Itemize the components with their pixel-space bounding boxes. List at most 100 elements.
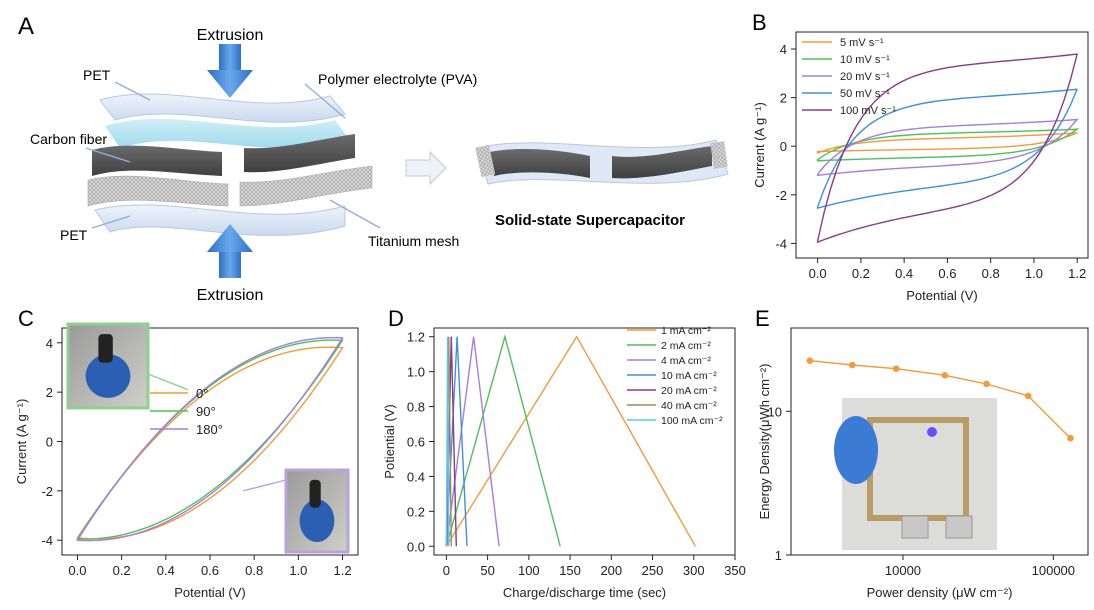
legend-label-d-4: 20 mA cm⁻² — [661, 385, 717, 397]
extrusion-label-top: Extrusion — [197, 27, 264, 44]
x-tick-label: 0.6 — [201, 563, 219, 578]
y-axis-label: Energy Density(μWh cm⁻²) — [757, 364, 772, 520]
pet-film-bottom — [94, 204, 346, 236]
legend-label-c-0: 0° — [196, 386, 208, 401]
y-tick-label: 1.2 — [407, 330, 425, 345]
ragone-point — [806, 357, 814, 365]
photo-inset-top-clip — [98, 334, 113, 363]
carbon-fiber-left — [92, 145, 222, 176]
x-axis-label: Power density (μW cm⁻²) — [867, 585, 1013, 600]
cv-curve-b-2 — [816, 118, 1079, 177]
x-axis-label: Potential (V) — [174, 585, 246, 600]
process-arrow-icon — [405, 150, 447, 186]
pet-film-top — [99, 93, 346, 123]
plot-frame — [790, 327, 1089, 556]
x-tick-label: 1.2 — [333, 563, 351, 578]
legend-label-b-0: 5 mV s⁻¹ — [840, 37, 884, 49]
photo-callout-bottom — [242, 479, 287, 492]
y-tick-label: 0 — [780, 139, 787, 154]
extrusion-arrow-bottom-icon — [207, 224, 253, 278]
x-tick-label: 0.6 — [938, 266, 956, 281]
legend-label-d-6: 100 mA cm⁻² — [661, 415, 723, 427]
cv-curve-b-3 — [816, 88, 1078, 210]
legend-label-b-4: 100 mV s⁻¹ — [840, 105, 896, 117]
x-tick-label: 1.0 — [289, 563, 307, 578]
extrusion-arrow-top-icon — [207, 44, 253, 98]
callout-lines — [85, 81, 381, 229]
photo-inset-bottom-glove — [299, 499, 335, 543]
chart-c: 0.0 0.2 0.4 0.6 0.8 1.0 1.2 -4 -2 0 2 4 Potential (V… — [14, 322, 359, 600]
y-tick-label: 10 — [768, 404, 782, 419]
photo-electrode-2 — [945, 515, 973, 539]
panel-letter-a: A — [18, 13, 34, 40]
y-tick-label: 0.2 — [407, 504, 425, 519]
x-tick-label: 350 — [724, 563, 746, 578]
chart-d: 0 50 100 150 200 250 300 350 0.0 0.2 0.4 0.6 0.8 1.0 1… — [382, 325, 746, 600]
ragone-point — [1067, 434, 1074, 442]
legend-label-d-1: 2 mA cm⁻² — [661, 340, 711, 352]
extrusion-label-bottom: Extrusion — [197, 287, 264, 304]
chart-e: 10000 100000 1 10 Power density (μW cm⁻²) Ene… — [757, 327, 1089, 600]
photo-inset-bottom-clip — [309, 479, 321, 508]
x-tick-label: 10000 — [885, 563, 921, 578]
x-tick-label: 1.0 — [1025, 266, 1043, 281]
x-tick-label: 0.4 — [895, 266, 913, 281]
y-tick-label: 0.8 — [407, 400, 425, 415]
y-tick-label: 0.6 — [407, 435, 425, 450]
y-tick-label: 0 — [46, 435, 53, 450]
x-tick-label: 0.4 — [157, 563, 175, 578]
y-axis-label: Current (A g⁻¹) — [14, 399, 29, 485]
x-tick-label: 150 — [559, 563, 581, 578]
legend-label-d-5: 40 mA cm⁻² — [661, 400, 717, 412]
legend-label-d-2: 4 mA cm⁻² — [661, 355, 711, 367]
panel-letter-d: D — [388, 306, 404, 331]
photo-callout-top — [147, 373, 189, 391]
x-tick-label: 0.0 — [809, 266, 827, 281]
y-tick-label: -4 — [775, 236, 787, 251]
x-tick-label: 0.2 — [852, 266, 870, 281]
ragone-point — [983, 380, 990, 388]
carbon-fiber-right — [244, 134, 355, 173]
legend-label-b-2: 20 mV s⁻¹ — [840, 71, 890, 83]
led-icon — [927, 427, 937, 437]
x-tick-label: 100 — [518, 563, 540, 578]
legend-label-b-1: 10 mV s⁻¹ — [840, 54, 890, 66]
cv-curve-c-0 — [76, 346, 344, 540]
ragone-point — [848, 361, 856, 369]
label-carbon-fiber: Carbon fiber — [30, 131, 107, 147]
y-tick-label: 1.0 — [407, 365, 425, 380]
y-tick-label: 4 — [46, 336, 53, 351]
x-tick-label: 0 — [443, 563, 450, 578]
photo-inset-top-glove — [85, 354, 131, 398]
panel-letter-c: C — [18, 306, 34, 331]
chart-b: 0.0 0.2 0.4 0.6 0.8 1.0 1.2 -4 -2 0 2 4 Potential (V… — [752, 31, 1089, 303]
y-tick-label: -2 — [41, 484, 53, 499]
panel-a: A Extrusion PET Polymer electrolyte (PVA… — [18, 13, 729, 304]
x-tick-label: 1.2 — [1068, 266, 1086, 281]
x-tick-label: 0.2 — [113, 563, 131, 578]
assembled-device — [475, 139, 729, 185]
legend-label-c-1: 90° — [196, 404, 216, 419]
legend-label-d-0: 1 mA cm⁻² — [661, 325, 711, 337]
ragone-point — [941, 372, 949, 379]
y-tick-label: 0.4 — [407, 469, 425, 484]
y-tick-label: 2 — [780, 91, 787, 106]
y-axis-label: Potiential (V) — [382, 404, 397, 478]
plot-frame — [795, 31, 1089, 259]
gcd-curve-0 — [445, 335, 697, 547]
y-tick-label: -2 — [775, 188, 787, 203]
gcd-curve-6 — [445, 336, 450, 547]
legend-label-c-2: 180° — [196, 422, 223, 437]
ragone-point — [892, 365, 900, 372]
label-titanium-mesh: Titanium mesh — [368, 233, 459, 249]
legend-label-b-3: 50 mV s⁻¹ — [840, 88, 890, 100]
cv-curve-b-0 — [816, 131, 1078, 154]
y-tick-label: 0.0 — [407, 539, 425, 554]
label-pet-top: PET — [83, 67, 111, 83]
x-tick-label: 300 — [683, 563, 705, 578]
x-tick-label: 0.8 — [245, 563, 263, 578]
x-tick-label: 250 — [642, 563, 664, 578]
titanium-mesh-left — [87, 175, 229, 207]
x-tick-label: 0.0 — [68, 563, 86, 578]
